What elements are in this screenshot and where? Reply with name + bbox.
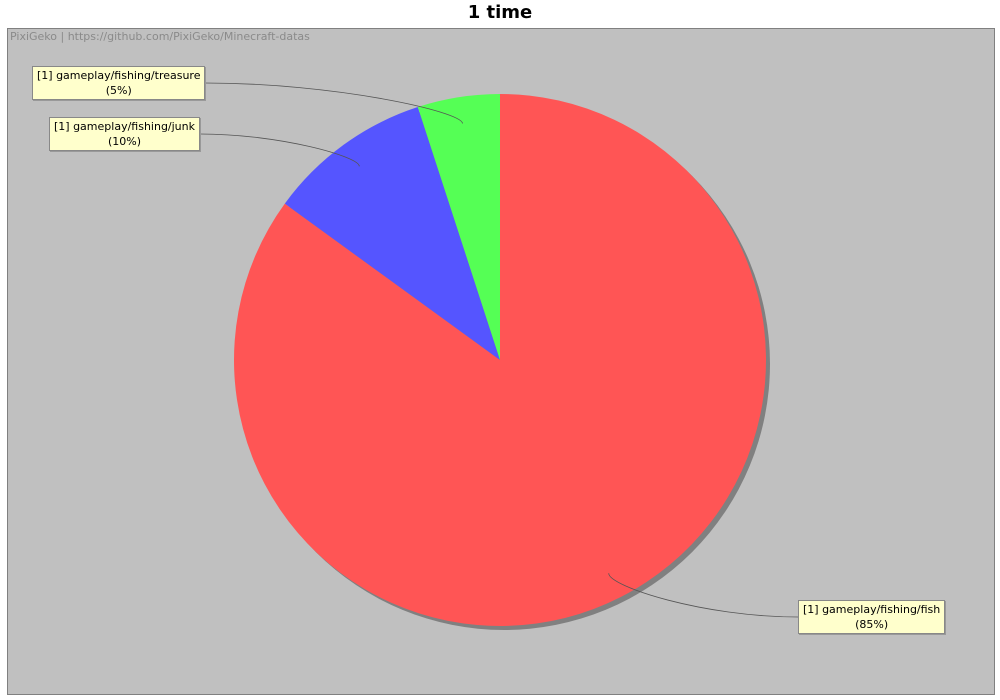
pie-leader-line-treasure bbox=[204, 82, 463, 124]
pie-label-fish: [1] gameplay/fishing/fish (85%) bbox=[798, 600, 946, 634]
pie-label-treasure: [1] gameplay/fishing/treasure (5%) bbox=[32, 66, 206, 100]
pie-label-treasure-percent: (5%) bbox=[105, 84, 132, 97]
pie-label-junk-name: [1] gameplay/fishing/junk bbox=[54, 120, 195, 133]
pie-label-junk: [1] gameplay/fishing/junk (10%) bbox=[49, 117, 200, 151]
pie-label-treasure-name: [1] gameplay/fishing/treasure bbox=[37, 69, 201, 82]
pie-label-junk-percent: (10%) bbox=[107, 135, 142, 148]
pie-slice-junk bbox=[284, 107, 500, 360]
pie-slice-treasure bbox=[417, 94, 500, 360]
pie-leader-line-fish bbox=[608, 573, 799, 618]
watermark-text: PixiGeko | https://github.com/PixiGeko/M… bbox=[10, 30, 310, 43]
pie-slice-fish bbox=[234, 94, 767, 626]
chart-title: 1 time bbox=[467, 2, 533, 23]
pie-label-fish-percent: (85%) bbox=[855, 618, 889, 631]
pie-leader-line-junk bbox=[199, 133, 360, 167]
pie-label-fish-name: [1] gameplay/fishing/fish bbox=[803, 603, 941, 616]
